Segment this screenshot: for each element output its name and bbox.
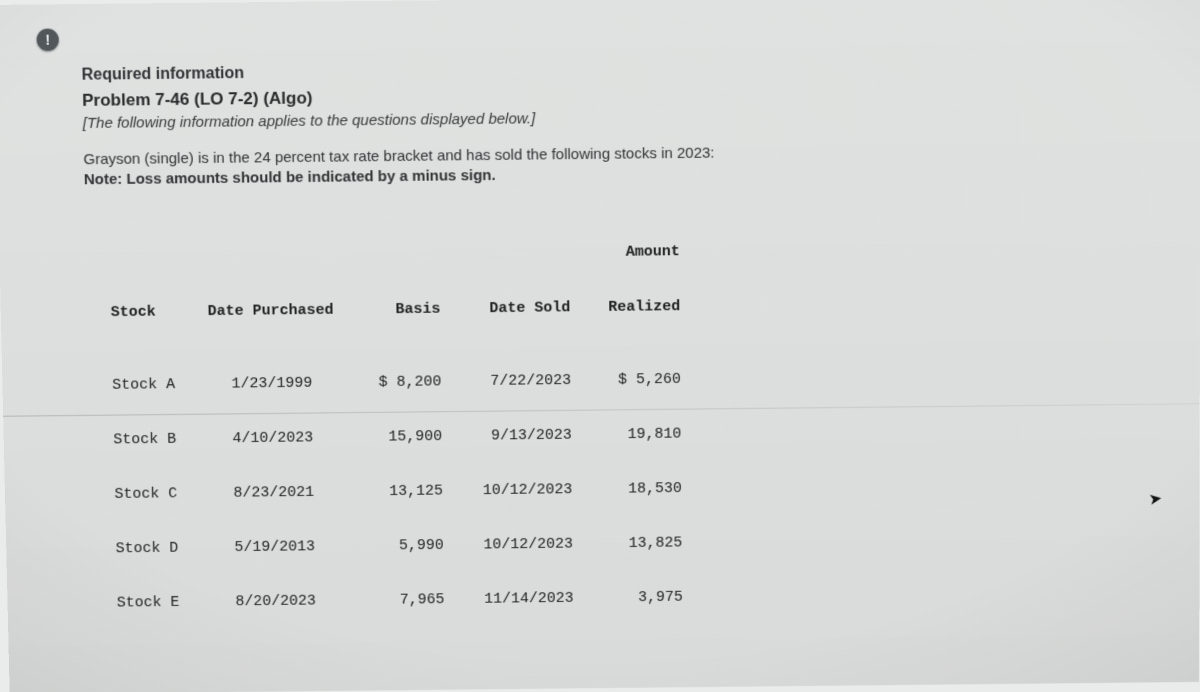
cell-basis: 15,900 — [342, 428, 442, 447]
cell-amount: $ 5,260 — [571, 371, 681, 390]
col-date-purchased: Date Purchased — [200, 302, 340, 322]
cell-basis: 13,125 — [343, 483, 443, 502]
scenario-paragraph: Grayson (single) is in the 24 percent ta… — [83, 139, 1170, 191]
cell-stock: Stock B — [113, 431, 203, 450]
cursor-icon: ➤ — [1147, 488, 1163, 510]
table-header-row-2: Stock Date Purchased Basis Date Sold Rea… — [111, 293, 1170, 322]
cell-basis: 7,965 — [345, 591, 445, 610]
cell-amount: 13,825 — [573, 534, 683, 553]
cell-date-sold: 9/13/2023 — [442, 427, 572, 447]
table-header-row-1: Amount — [109, 238, 1170, 267]
cell-date-sold: 10/12/2023 — [443, 481, 573, 500]
cell-amount: 18,530 — [572, 480, 682, 499]
cell-stock: Stock D — [115, 539, 205, 558]
cell-date-sold: 7/22/2023 — [441, 372, 571, 392]
cell-date-sold: 10/12/2023 — [444, 536, 573, 555]
cell-date-purchased: 4/10/2023 — [203, 429, 343, 449]
col-stock: Stock — [111, 303, 201, 322]
table-row: Stock C 8/23/2021 13,125 10/12/2023 18,5… — [114, 475, 1169, 504]
stock-table: Amount Stock Date Purchased Basis Date S… — [109, 201, 1171, 648]
cell-stock: Stock A — [112, 376, 202, 395]
col-basis: Basis — [340, 301, 440, 320]
info-badge-icon: ! — [36, 29, 59, 51]
cell-date-purchased: 1/23/1999 — [202, 375, 342, 395]
scenario-note-bold: Note: Loss amounts should be indicated b… — [84, 167, 496, 188]
cell-amount: 3,975 — [573, 589, 682, 608]
cell-date-purchased: 5/19/2013 — [205, 538, 344, 558]
cell-basis: 5,990 — [344, 537, 444, 556]
cell-date-purchased: 8/20/2023 — [206, 592, 345, 611]
cell-stock: Stock C — [114, 485, 204, 504]
col-date-sold: Date Sold — [440, 299, 570, 319]
cell-stock: Stock E — [117, 594, 207, 613]
col-amount-l1: Amount — [570, 243, 680, 262]
cell-date-purchased: 8/23/2021 — [204, 484, 344, 504]
page-root: ! Required information Problem 7-46 (LO … — [0, 0, 1200, 692]
table-row: Stock E 8/20/2023 7,965 11/14/2023 3,975 — [117, 583, 1170, 612]
cell-date-sold: 11/14/2023 — [444, 590, 573, 609]
cell-basis: $ 8,200 — [342, 374, 442, 393]
table-row: Stock B 4/10/2023 15,900 9/13/2023 19,81… — [113, 421, 1170, 450]
info-badge-glyph: ! — [45, 31, 50, 48]
cell-amount: 19,810 — [572, 426, 682, 445]
content-area: Required information Problem 7-46 (LO 7-… — [81, 55, 1170, 692]
table-row: Stock D 5/19/2013 5,990 10/12/2023 13,82… — [115, 529, 1169, 558]
col-amount-l2: Realized — [570, 298, 680, 317]
table-row: Stock A 1/23/1999 $ 8,200 7/22/2023 $ 5,… — [112, 366, 1170, 395]
scenario-line1: Grayson (single) is in the 24 percent ta… — [83, 145, 714, 169]
